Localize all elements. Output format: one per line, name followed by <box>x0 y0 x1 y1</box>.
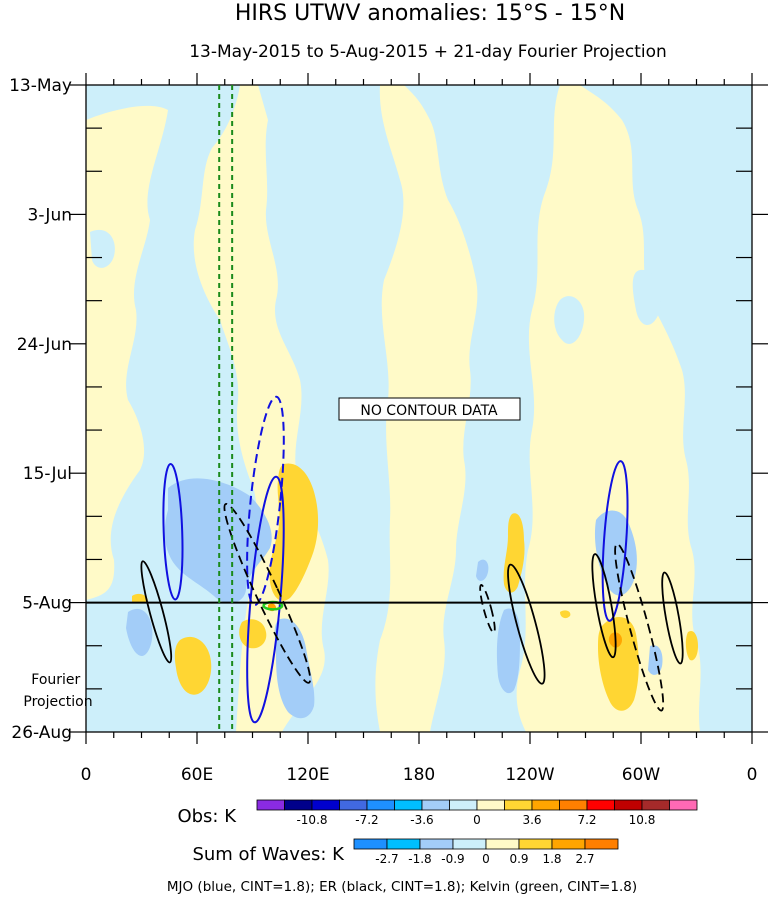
obs-swatch-6 <box>421 799 450 811</box>
waves-colorbar-labels: -2.7 -1.8 -0.9 0 0.9 1.8 2.7 <box>375 852 594 866</box>
waves-label-2: -0.9 <box>441 852 464 866</box>
er-contour-6 <box>661 571 684 665</box>
waves-swatch-1 <box>386 838 421 850</box>
x-tick-label-4: 120W <box>505 765 554 785</box>
obs-label-4: 3.6 <box>522 813 541 827</box>
waves-label-0: -2.7 <box>375 852 398 866</box>
x-tick-label-5: 60W <box>622 765 661 785</box>
x-tick-label-6: 0 <box>747 765 758 785</box>
obs-label-0: -10.8 <box>296 813 327 827</box>
obs-swatch-15 <box>669 799 698 811</box>
waves-label-4: 0.9 <box>509 852 528 866</box>
er-contour-5 <box>614 542 665 712</box>
mjo-contour-3 <box>601 460 629 622</box>
waves-swatch-4 <box>485 838 520 850</box>
er-contour-3 <box>507 563 546 685</box>
obs-swatch-4 <box>366 799 395 811</box>
x-tick-label-0: 0 <box>81 765 92 785</box>
obs-swatch-11 <box>559 799 588 811</box>
er-contour-1 <box>223 502 312 684</box>
x-tick-label-1: 60E <box>181 765 213 785</box>
x-tick-label-3: 180 <box>403 765 435 785</box>
obs-colorbar <box>256 799 698 811</box>
x-tick-labels: 0 60E 120E 180 120W 60W 0 <box>81 765 758 785</box>
y-tick-label-2: 24-Jun <box>17 335 72 355</box>
obs-label-5: 7.2 <box>577 813 596 827</box>
no-contour-data-box: NO CONTOUR DATA <box>338 397 521 421</box>
obs-swatch-2 <box>311 799 340 811</box>
obs-colorbar-labels: -10.8 -7.2 -3.6 0 3.6 7.2 10.8 <box>296 813 655 827</box>
y-tick-label-3: 15-Jul <box>23 464 72 484</box>
waves-label-5: 1.8 <box>542 852 561 866</box>
obs-swatch-1 <box>284 799 313 811</box>
er-contour-4 <box>591 553 617 659</box>
obs-swatch-14 <box>641 799 670 811</box>
no-contour-data-label: NO CONTOUR DATA <box>360 403 498 419</box>
er-contour-0 <box>140 560 173 664</box>
er-contour-2 <box>479 584 496 634</box>
y-tick-label-4: 5-Aug <box>22 594 72 614</box>
obs-swatch-0 <box>256 799 285 811</box>
waves-swatch-3 <box>452 838 487 850</box>
y-tick-labels: 13-May 3-Jun 24-Jun 15-Jul 5-Aug 26-Aug <box>9 76 72 743</box>
wave-contours <box>140 395 684 724</box>
obs-label-6: 10.8 <box>629 813 656 827</box>
waves-label-1: -1.8 <box>408 852 431 866</box>
waves-swatch-7 <box>584 838 619 850</box>
obs-swatch-3 <box>339 799 368 811</box>
waves-swatch-6 <box>551 838 586 850</box>
waves-label-3: 0 <box>482 852 490 866</box>
x-tick-label-2: 120E <box>286 765 329 785</box>
mjo-contour-2 <box>246 475 285 724</box>
obs-label-1: -7.2 <box>355 813 378 827</box>
waves-colorbar <box>353 838 619 850</box>
footer-legend: MJO (blue, CINT=1.8); ER (black, CINT=1.… <box>167 879 637 895</box>
chart-subtitle: 13-May-2015 to 5-Aug-2015 + 21-day Fouri… <box>189 42 667 62</box>
waves-swatch-2 <box>419 838 454 850</box>
obs-swatch-10 <box>531 799 560 811</box>
waves-swatch-0 <box>353 838 388 850</box>
obs-swatch-9 <box>504 799 533 811</box>
waves-label-6: 2.7 <box>575 852 594 866</box>
waves-colorbar-name: Sum of Waves: K <box>192 844 345 865</box>
obs-swatch-7 <box>449 799 478 811</box>
fourier-projection-label: Fourier Projection <box>23 672 92 710</box>
mjo-contour-1 <box>246 395 285 607</box>
mjo-contour-0 <box>162 462 184 601</box>
obs-swatch-5 <box>394 799 423 811</box>
y-tick-label-1: 3-Jun <box>28 205 72 225</box>
y-tick-label-0: 13-May <box>9 76 72 96</box>
obs-swatch-13 <box>614 799 643 811</box>
waves-swatch-5 <box>518 838 553 850</box>
obs-colorbar-name: Obs: K <box>177 806 237 827</box>
chart-title: HIRS UTWV anomalies: 15°S - 15°N <box>235 1 625 26</box>
obs-label-3: 0 <box>473 813 481 827</box>
y-tick-label-5: 26-Aug <box>11 723 72 743</box>
axis-ticks <box>70 73 768 744</box>
obs-label-2: -3.6 <box>410 813 433 827</box>
obs-swatch-12 <box>586 799 615 811</box>
obs-swatch-8 <box>476 799 505 811</box>
